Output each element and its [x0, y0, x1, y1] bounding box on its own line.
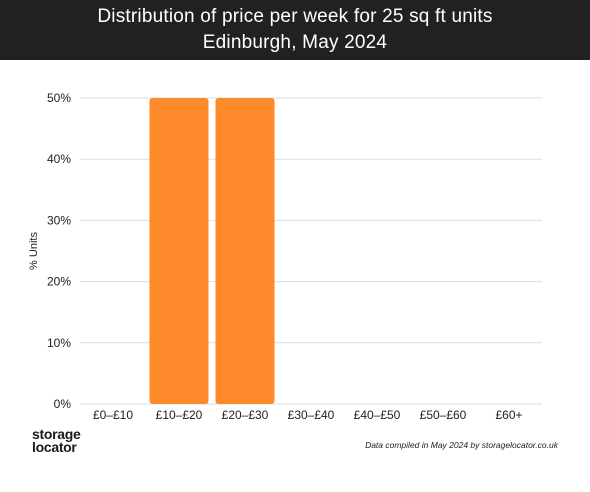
y-tick-label: 40% — [47, 152, 71, 166]
x-tick-label: £20–£30 — [222, 408, 269, 420]
data-source-note: Data compiled in May 2024 by storageloca… — [365, 440, 558, 450]
chart-title: Distribution of price per week for 25 sq… — [97, 6, 493, 27]
logo-text-line2: locator — [32, 439, 77, 455]
y-tick-label: 10% — [47, 336, 71, 350]
gridlines — [80, 97, 542, 405]
chart-header: Distribution of price per week for 25 sq… — [0, 0, 590, 60]
y-tick-label: 50% — [47, 91, 71, 105]
x-axis-ticks: £0–£10 £10–£20 £20–£30 £30–£40 £40–£50 £50–£6… — [93, 408, 523, 420]
bars — [149, 98, 275, 404]
logo-text-line1: storage — [32, 426, 81, 442]
y-tick-label: 20% — [47, 275, 71, 289]
y-tick-label: 0% — [54, 397, 72, 411]
x-tick-label: £10–£20 — [156, 408, 203, 420]
x-tick-label: £60+ — [495, 408, 522, 420]
bar — [215, 98, 275, 404]
y-tick-label: 30% — [47, 213, 71, 227]
y-axis-title: % Units — [28, 232, 40, 270]
x-tick-label: £50–£60 — [420, 408, 467, 420]
chart-subtitle: Edinburgh, May 2024 — [202, 32, 388, 53]
bar — [149, 98, 209, 404]
x-tick-label: £0–£10 — [93, 408, 133, 420]
y-axis-ticks: 0% 10% 20% 30% 40% 50% — [47, 91, 71, 411]
storagelocator-logo: storage locator — [32, 426, 81, 455]
bar-chart: 0% 10% 20% 30% 40% 50% £0–£10 £10–£20 £20–£30 £3… — [28, 91, 542, 420]
x-tick-label: £40–£50 — [354, 408, 401, 420]
x-tick-label: £30–£40 — [288, 408, 335, 420]
